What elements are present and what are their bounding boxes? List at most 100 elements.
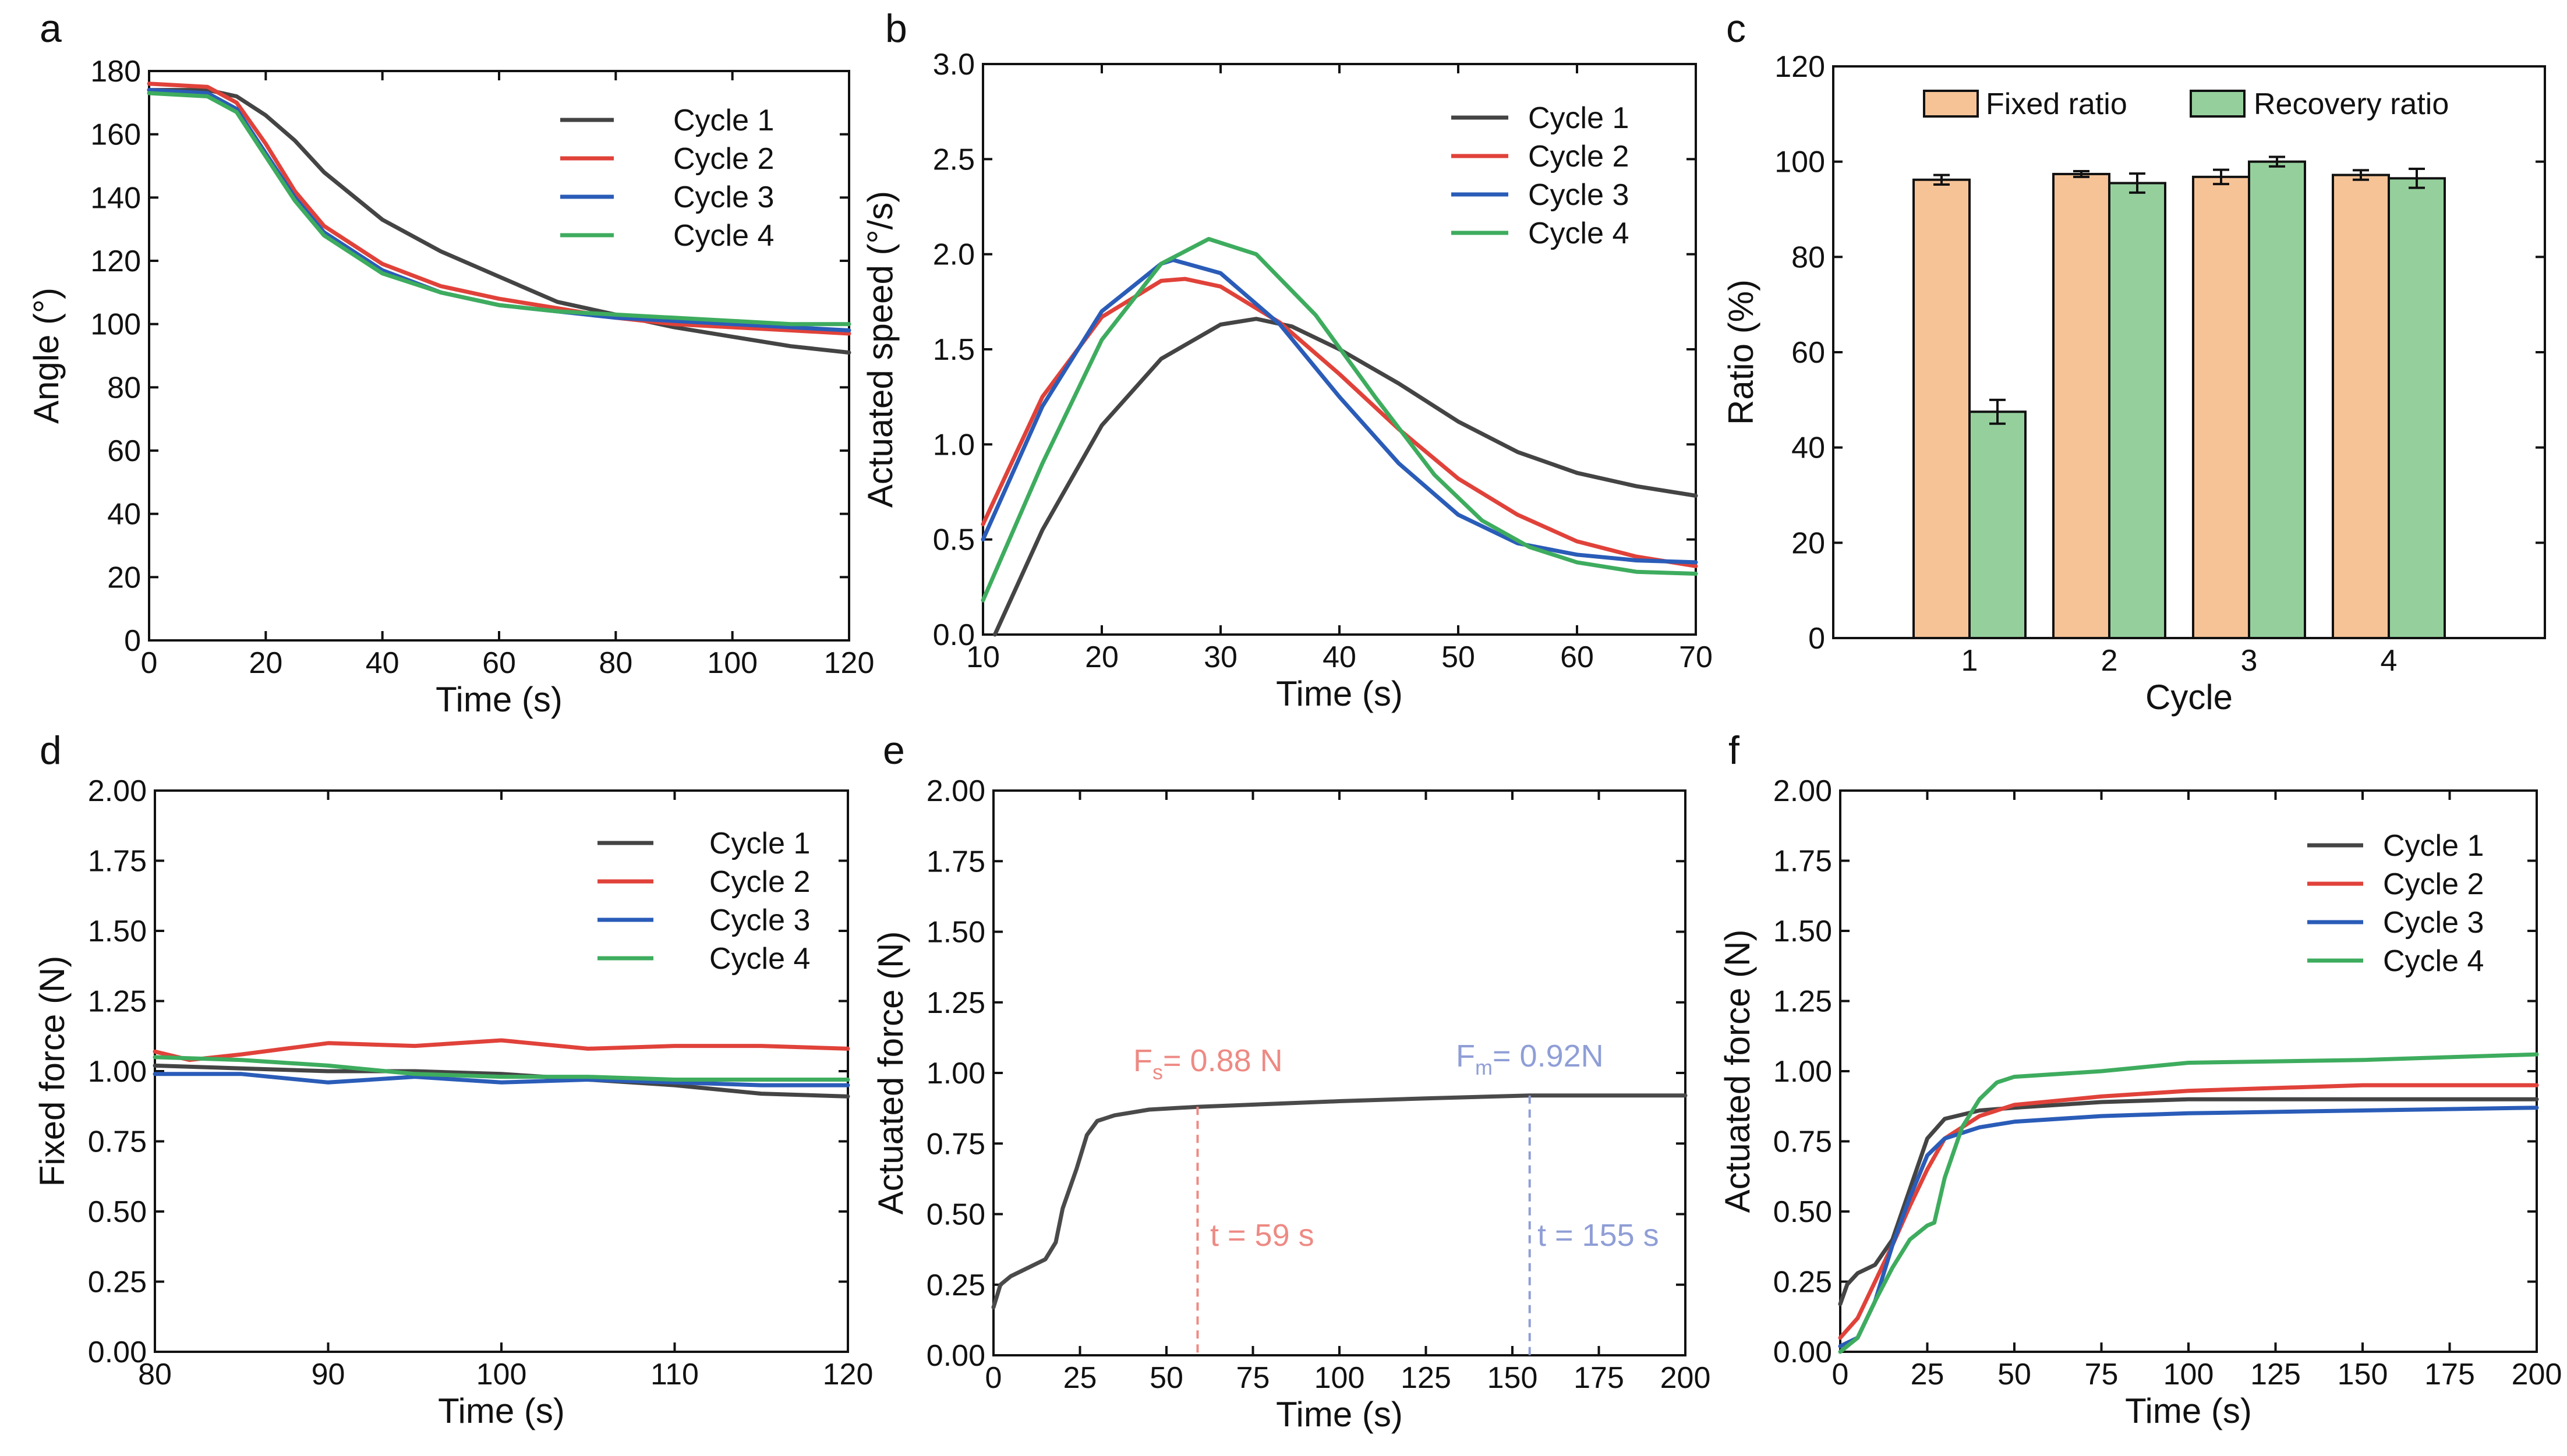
series-line-e-1: [991, 1093, 1688, 1310]
series-line-d-3: [153, 1072, 850, 1087]
y-tick-label-f: 1.25: [1773, 985, 1832, 1019]
x-tick-label-b: 50: [1441, 640, 1475, 674]
x-tick-label-f: 0: [1832, 1358, 1849, 1391]
x-tick-label-d: 80: [138, 1358, 172, 1391]
y-tick-label-d: 1.75: [88, 845, 147, 878]
series-line-d-2: [153, 1038, 850, 1062]
x-tick-label-c: 4: [2381, 644, 2398, 678]
annotation-t155: t = 155 s: [1537, 1218, 1659, 1253]
annotation-fm: Fm= 0.92N: [1456, 1039, 1604, 1079]
x-tick-label-a: 100: [707, 646, 758, 680]
y-tick-label-c: 100: [1774, 146, 1825, 179]
x-axis-label-c: Cycle: [2145, 678, 2233, 717]
y-tick-label-b: 1.0: [933, 428, 975, 462]
y-tick-label-e: 0.00: [927, 1339, 985, 1373]
y-tick-label-a: 100: [90, 308, 141, 342]
x-tick-label-b: 70: [1679, 640, 1713, 674]
legend-label-b: Cycle 3: [1528, 178, 1629, 212]
x-tick-label-d: 100: [476, 1358, 527, 1391]
panel-b: b 0.0 0.5 1.0 1.5 2.0 2.5 3.0 10 20 30 40 50 60 70 Time…: [861, 6, 1713, 713]
series-line-a-2: [147, 82, 851, 336]
x-tick-label-a: 60: [482, 646, 516, 680]
legend-label-d: Cycle 2: [709, 865, 810, 899]
y-tick-label-c: 80: [1791, 240, 1825, 274]
x-axis-label-e: Time (s): [1276, 1395, 1403, 1434]
x-tick-label-f: 125: [2250, 1358, 2301, 1391]
x-tick-label-e: 100: [1314, 1361, 1365, 1395]
y-tick-label-f: 0.50: [1773, 1195, 1832, 1229]
series-line-b-3: [981, 258, 1698, 565]
y-tick-label-d: 0.25: [88, 1266, 147, 1299]
series-line-b-2: [981, 277, 1698, 568]
legend-label-a: Cycle 2: [673, 142, 774, 176]
x-tick-label-e: 175: [1574, 1361, 1624, 1395]
y-tick-label-d: 1.25: [88, 985, 147, 1019]
panel-letter-d: d: [40, 728, 62, 773]
bar-recovery-cycle-3: [2248, 160, 2306, 639]
y-tick-label-f: 0.75: [1773, 1125, 1832, 1159]
y-tick-label-f: 0.25: [1773, 1266, 1832, 1299]
annotation-fs: Fs= 0.88 N: [1133, 1043, 1283, 1084]
panel-letter-a: a: [40, 6, 62, 51]
x-tick-label-b: 40: [1323, 640, 1356, 674]
y-tick-label-e: 1.00: [927, 1057, 985, 1090]
y-tick-label-b: 0.5: [933, 523, 975, 557]
panel-letter-b: b: [885, 6, 907, 51]
y-tick-label-f: 0.00: [1773, 1335, 1832, 1369]
y-tick-label-b: 0.0: [933, 618, 975, 652]
y-tick-label-f: 1.75: [1773, 845, 1832, 878]
series-line-f-4: [1838, 1052, 2539, 1354]
y-tick-label-a: 120: [90, 245, 141, 278]
x-tick-label-d: 110: [650, 1358, 699, 1391]
series-line-d-1: [153, 1063, 850, 1099]
series-line-f-3: [1838, 1106, 2539, 1348]
legend-label-b: Cycle 4: [1528, 217, 1629, 250]
y-tick-label-d: 0.50: [88, 1195, 147, 1229]
x-tick-label-f: 175: [2424, 1358, 2475, 1391]
x-tick-label-f: 50: [1997, 1358, 2031, 1391]
series-line-f-2: [1838, 1083, 2539, 1340]
annotation-t59: t = 59 s: [1210, 1218, 1314, 1253]
y-tick-label-b: 2.0: [933, 238, 975, 272]
x-tick-label-f: 25: [1911, 1358, 1944, 1391]
y-tick-label-d: 1.50: [88, 915, 147, 948]
y-tick-label-a: 20: [107, 561, 141, 594]
panel-letter-f: f: [1728, 728, 1739, 773]
y-axis-label-b: Actuated speed (°/s): [861, 191, 900, 508]
legend-label-b: Cycle 1: [1528, 101, 1629, 135]
y-tick-label-a: 40: [107, 498, 141, 532]
bar-fixed-cycle-4: [2332, 173, 2390, 639]
series-line-b-4: [981, 237, 1698, 603]
y-tick-label-a: 80: [107, 371, 141, 405]
y-tick-label-e: 0.25: [927, 1269, 985, 1302]
x-tick-label-a: 20: [249, 646, 282, 680]
bar-fixed-cycle-3: [2192, 175, 2250, 639]
x-tick-label-c: 1: [1961, 644, 1978, 678]
bar-fixed-cycle-1: [1912, 178, 1971, 640]
y-tick-label-b: 3.0: [933, 48, 975, 82]
x-tick-label-c: 3: [2241, 644, 2258, 678]
panel-d: d 0.00 0.25 0.50 0.75 1.00 1.25 1.50 1.75 2.00 80 9…: [33, 728, 873, 1430]
series-line-f-1: [1838, 1097, 2539, 1306]
y-tick-label-c: 20: [1791, 526, 1825, 560]
bar-fixed-cycle-2: [2052, 172, 2110, 639]
x-tick-label-f: 200: [2512, 1358, 2562, 1391]
x-tick-label-d: 120: [823, 1358, 874, 1391]
legend-label-f: Cycle 1: [2383, 829, 2484, 863]
x-tick-label-e: 150: [1487, 1361, 1538, 1395]
y-tick-label-a: 60: [107, 434, 141, 468]
y-tick-label-a: 160: [90, 118, 141, 152]
x-tick-label-c: 2: [2101, 644, 2118, 678]
y-axis-label-d: Fixed force (N): [33, 956, 72, 1187]
series-line-d-4: [153, 1055, 850, 1082]
x-tick-label-e: 200: [1660, 1361, 1711, 1395]
panel-letter-e: e: [883, 728, 905, 773]
x-tick-label-e: 25: [1063, 1361, 1097, 1395]
legend-swatch-recovery: [2190, 90, 2246, 118]
panel-letter-c: c: [1726, 6, 1746, 51]
bar-recovery-cycle-1: [1968, 410, 2027, 640]
legend-label-d: Cycle 3: [709, 904, 810, 937]
series-line-b-1: [992, 317, 1698, 637]
y-tick-label-e: 0.50: [927, 1198, 985, 1232]
y-tick-label-d: 1.00: [88, 1055, 147, 1089]
